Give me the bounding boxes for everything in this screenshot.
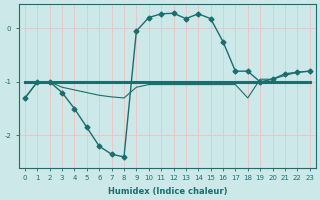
X-axis label: Humidex (Indice chaleur): Humidex (Indice chaleur) <box>108 187 227 196</box>
